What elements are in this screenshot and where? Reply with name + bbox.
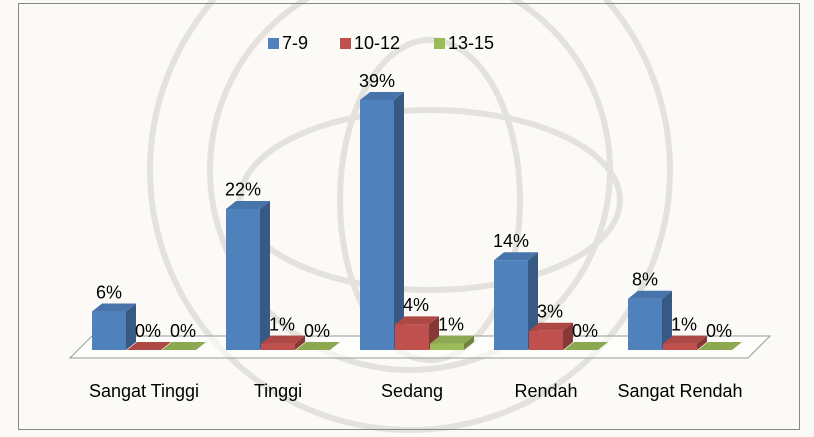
bar (494, 260, 528, 350)
legend-label: 13-15 (448, 33, 494, 53)
chart: 6% 0% 0% Sangat Tinggi 22% 1% 0% Tinggi 39% 4% 1% S… (0, 0, 814, 437)
bar (628, 299, 662, 350)
bar (360, 100, 394, 350)
data-label: 1% (671, 314, 697, 334)
legend-label: 10-12 (354, 33, 400, 53)
data-label: 39% (359, 71, 395, 91)
legend-swatch (340, 38, 351, 49)
bar (529, 331, 563, 350)
data-label: 8% (632, 269, 658, 289)
data-label: 6% (96, 282, 122, 302)
x-tick-label: Rendah (514, 381, 577, 401)
legend-swatch (268, 38, 279, 49)
data-label: 4% (403, 295, 429, 315)
x-tick-label: Sangat Rendah (617, 381, 742, 401)
data-label: 22% (225, 180, 261, 200)
x-tick-label: Sangat Tinggi (89, 381, 199, 401)
data-label: 0% (304, 321, 330, 341)
legend-swatch (434, 38, 445, 49)
bar (430, 344, 464, 350)
bar (92, 312, 126, 350)
data-label: 0% (170, 321, 196, 341)
data-label: 0% (135, 321, 161, 341)
legend-label: 7-9 (282, 33, 308, 53)
bar (226, 209, 260, 350)
data-label: 3% (537, 302, 563, 322)
x-tick-label: Tinggi (254, 381, 302, 401)
data-label: 1% (438, 314, 464, 334)
data-label: 0% (706, 321, 732, 341)
bar (261, 344, 295, 350)
data-label: 14% (493, 231, 529, 251)
data-label: 0% (572, 321, 598, 341)
bar (663, 344, 697, 350)
data-label: 1% (269, 314, 295, 334)
x-tick-label: Sedang (381, 381, 443, 401)
bar (395, 324, 429, 350)
